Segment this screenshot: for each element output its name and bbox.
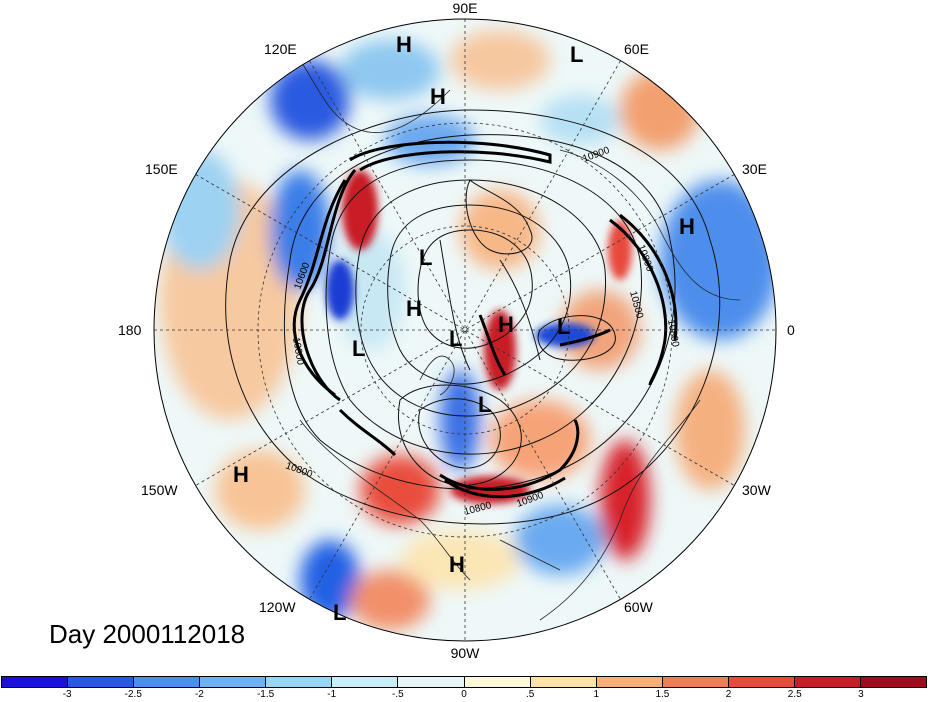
colorbar-box (266, 677, 333, 687)
lon-label-90e: 90E (453, 0, 478, 16)
colorbar-tick-label: -3 (62, 689, 72, 700)
colorbar-tick-label: -1.5 (256, 689, 275, 700)
colorbar-tick-label: -1 (327, 689, 337, 700)
pressure-centers: H H H H H H H L L L L L L L (233, 32, 695, 625)
lon-label-150w: 150W (141, 482, 178, 498)
colorbar-box (332, 677, 399, 687)
low-pressure-label: L (557, 314, 570, 339)
contour-label: 10800 (665, 319, 681, 349)
low-pressure-label: L (570, 42, 583, 67)
colorbar-tick-label: 3 (858, 689, 864, 700)
day-label: Day 2000112018 (49, 619, 246, 649)
high-pressure-label: H (233, 462, 249, 487)
lon-label-60e: 60E (624, 41, 649, 57)
colorbar-tick-label: -.5 (392, 689, 404, 700)
lon-label-30w: 30W (742, 482, 772, 498)
colorbar-box (728, 677, 795, 687)
colorbar-box (530, 677, 597, 687)
lon-label-180: 180 (118, 322, 142, 338)
colorbar-box (134, 677, 201, 687)
colorbar (1, 676, 927, 688)
low-pressure-label: L (352, 336, 365, 361)
map-boundary (153, 18, 777, 642)
lon-label-120e: 120E (264, 41, 297, 57)
colorbar-tick-label: .5 (525, 689, 535, 700)
lon-label-0: 0 (787, 322, 795, 338)
lon-label-90w: 90W (451, 645, 481, 661)
colorbar-tick-label: 2 (725, 689, 732, 700)
coastlines (299, 59, 741, 621)
high-pressure-label: H (406, 296, 422, 321)
lon-label-150e: 150E (145, 161, 178, 177)
longitude-labels: 90E 60E 30E 0 30W 60W 90W 120W 150W 180 … (118, 0, 795, 661)
lon-label-120w: 120W (259, 599, 296, 615)
colorbar-tick-label: 1 (593, 689, 600, 700)
jet-contours (292, 140, 678, 499)
colorbar-box (2, 677, 69, 687)
colorbar-ticks: -3 -2.5 -2 -1.5 -1 -.5 0 .5 1 1.5 2 2.5 3 (1, 689, 927, 702)
colorbar-tick-label: -2 (194, 689, 204, 700)
colorbar-box (794, 677, 862, 687)
colorbar-box (68, 677, 135, 687)
colorbar-box (596, 677, 663, 687)
high-pressure-label: H (679, 214, 695, 239)
colorbar-tick-label: -2.5 (124, 689, 142, 700)
height-contours (225, 109, 721, 525)
colorbar-box (464, 677, 531, 687)
colorbar-box (861, 677, 927, 687)
low-pressure-label: L (419, 245, 432, 270)
high-pressure-label: H (396, 32, 412, 57)
colorbar-tick-label: 2.5 (787, 689, 802, 700)
high-pressure-label: H (498, 312, 514, 337)
colorbar-tick-label: 1.5 (655, 689, 670, 700)
colorbar-tick-label: 0 (461, 689, 467, 700)
low-pressure-label: L (333, 600, 346, 625)
high-pressure-label: H (430, 84, 446, 109)
low-pressure-label: L (449, 326, 462, 351)
graticule (154, 19, 776, 641)
low-pressure-label: L (478, 392, 491, 417)
colorbar-box (398, 677, 465, 687)
contour-label: 10800 (290, 337, 306, 367)
high-pressure-label: H (449, 552, 465, 577)
lon-label-60w: 60W (624, 599, 654, 615)
colorbar-box (200, 677, 267, 687)
lon-label-30e: 30E (742, 161, 767, 177)
colorbar-box (662, 677, 729, 687)
